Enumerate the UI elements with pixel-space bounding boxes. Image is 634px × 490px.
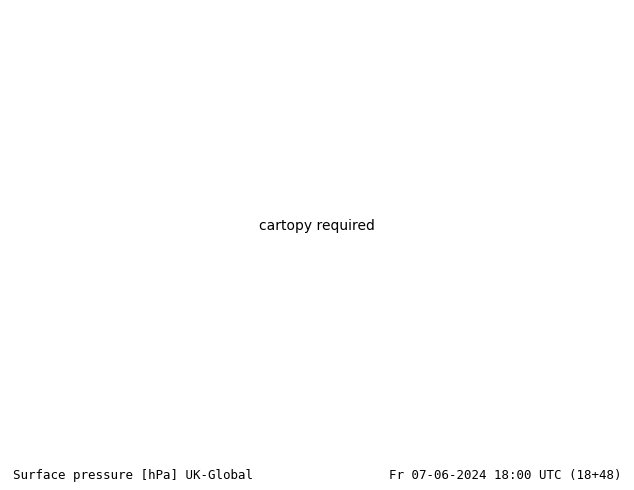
Text: Fr 07-06-2024 18:00 UTC (18+48): Fr 07-06-2024 18:00 UTC (18+48) <box>389 469 621 482</box>
Text: Surface pressure [hPa] UK-Global: Surface pressure [hPa] UK-Global <box>13 469 253 482</box>
Text: cartopy required: cartopy required <box>259 220 375 233</box>
